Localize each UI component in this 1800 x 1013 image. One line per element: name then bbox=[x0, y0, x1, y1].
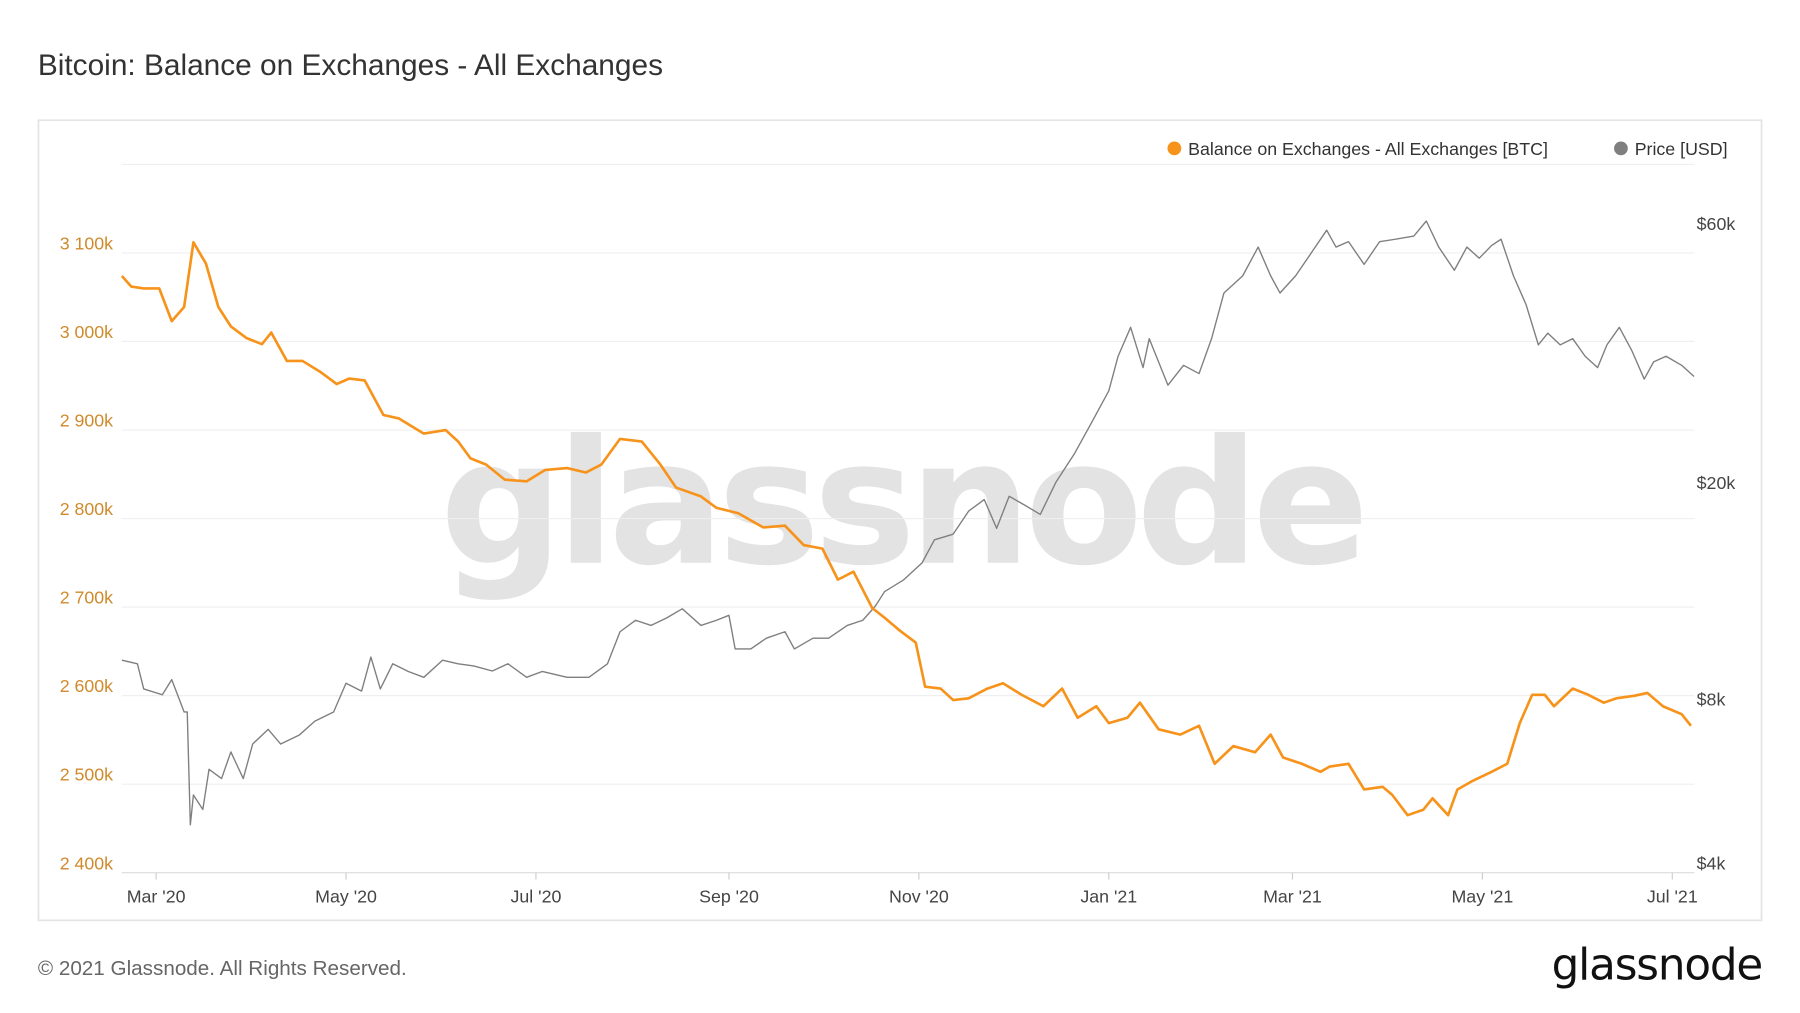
legend: Balance on Exchanges - All Exchanges [BT… bbox=[1167, 139, 1728, 159]
left-tick-label: 3 000k bbox=[60, 322, 113, 342]
left-tick-label: 2 600k bbox=[60, 676, 113, 696]
x-tick-label: Mar '21 bbox=[1263, 887, 1322, 907]
left-tick-label: 2 700k bbox=[60, 588, 113, 608]
x-tick-label: Jul '21 bbox=[1647, 887, 1698, 907]
left-tick-label: 2 400k bbox=[60, 853, 113, 873]
glassnode-logo[interactable]: glassnode bbox=[1552, 940, 1764, 990]
legend-dot-balance-icon bbox=[1167, 141, 1182, 156]
legend-label-balance: Balance on Exchanges - All Exchanges [BT… bbox=[1188, 139, 1548, 159]
right-axis: $60k $20k $8k $4k bbox=[1697, 214, 1736, 873]
price-series-line bbox=[121, 220, 1695, 826]
gridlines bbox=[121, 163, 1695, 874]
right-tick-label: $4k bbox=[1697, 853, 1726, 873]
x-tick-label: Jan '21 bbox=[1080, 887, 1137, 907]
legend-label-price: Price [USD] bbox=[1635, 139, 1728, 159]
legend-item-balance[interactable]: Balance on Exchanges - All Exchanges [BT… bbox=[1167, 139, 1548, 159]
left-tick-label: 2 500k bbox=[60, 765, 113, 785]
watermark: glassnode bbox=[440, 403, 1362, 604]
left-tick-label: 3 100k bbox=[60, 234, 113, 254]
left-tick-label: 2 900k bbox=[60, 411, 113, 431]
right-tick-label: $8k bbox=[1697, 690, 1726, 710]
left-tick-label: 2 800k bbox=[60, 499, 113, 519]
right-tick-label: $20k bbox=[1697, 473, 1736, 493]
x-tick-label: Sep '20 bbox=[699, 887, 759, 907]
left-axis: 3 100k 3 000k 2 900k 2 800k 2 700k 2 600k 2 50… bbox=[60, 234, 113, 874]
x-tick-label: May '21 bbox=[1452, 887, 1514, 907]
copyright-text: © 2021 Glassnode. All Rights Reserved. bbox=[38, 957, 407, 980]
balance-series-line bbox=[120, 241, 1692, 817]
x-tick-label: Mar '20 bbox=[127, 887, 186, 907]
legend-dot-price-icon bbox=[1614, 141, 1628, 156]
page-title: Bitcoin: Balance on Exchanges - All Exch… bbox=[38, 49, 663, 82]
x-tick-label: Nov '20 bbox=[889, 887, 949, 907]
x-axis: Mar '20 May '20 Jul '20 Sep '20 Nov '20 Jan '… bbox=[127, 872, 1698, 907]
right-tick-label: $60k bbox=[1697, 214, 1736, 234]
x-tick-label: Jul '20 bbox=[511, 887, 562, 907]
series-lines bbox=[120, 220, 1695, 826]
legend-item-price[interactable]: Price [USD] bbox=[1614, 139, 1728, 159]
x-tick-label: May '20 bbox=[315, 887, 377, 907]
